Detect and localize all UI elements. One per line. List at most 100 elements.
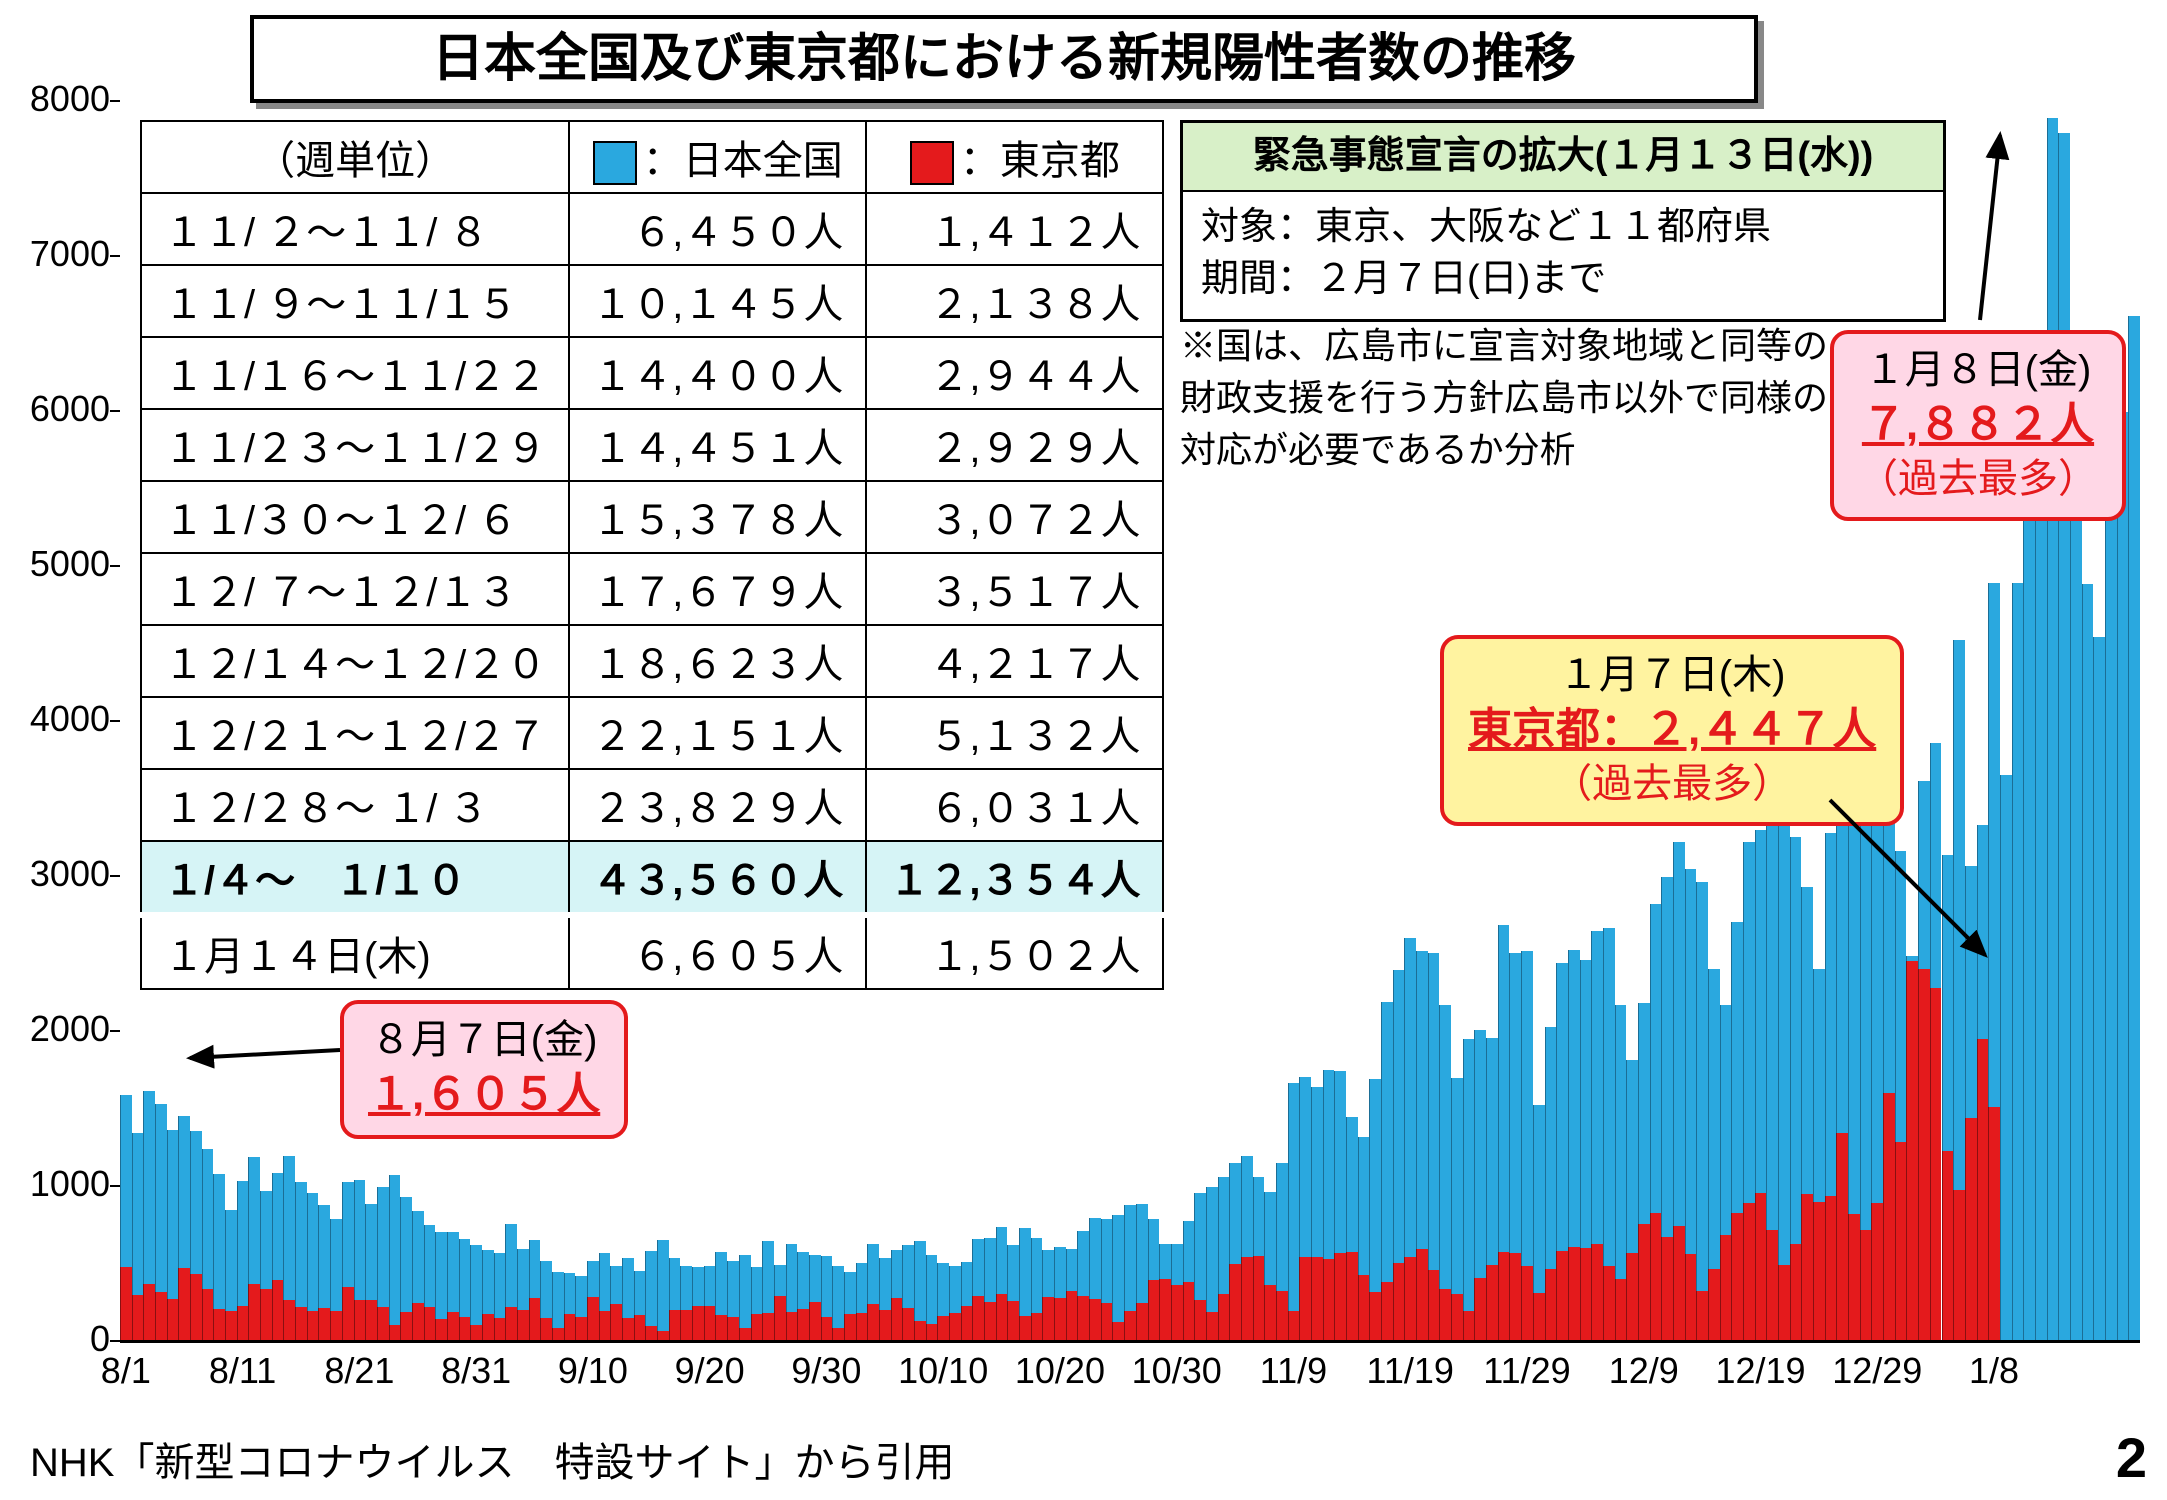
table-cell-period: １２/２８～ １/ ３: [141, 769, 569, 841]
y-tick: [110, 100, 120, 102]
bar-japan: [1778, 825, 1790, 1340]
source-attribution: NHK「新型コロナウイルス 特設サイト」から引用: [30, 1430, 954, 1488]
table-cell-japan: ４３,５６０人: [569, 841, 866, 915]
table-cell-tokyo: １,５０２人: [866, 915, 1163, 989]
bar-tokyo: [237, 1306, 249, 1340]
bar-tokyo: [704, 1306, 716, 1340]
callout-jan8-value: ７,８８２人: [1858, 396, 2098, 453]
x-tick-label: 11/29: [1483, 1350, 1570, 1392]
bar-tokyo: [1825, 1196, 1837, 1340]
bar-tokyo: [587, 1297, 599, 1340]
bar-tokyo: [552, 1328, 564, 1340]
bar-tokyo: [1066, 1291, 1078, 1340]
table-cell-period: １１/３０～１２/ ６: [141, 481, 569, 553]
bar-tokyo: [984, 1302, 996, 1340]
table-cell-tokyo: ４,２１７人: [866, 625, 1163, 697]
bar-japan: [2047, 118, 2059, 1340]
table-cell-japan: ２３,８２９人: [569, 769, 866, 841]
table-cell-period: １月１４日(木): [141, 915, 569, 989]
bar-tokyo: [1264, 1285, 1276, 1340]
footnote-text: ※国は、広島市に宣言対象地域と同等の財政支援を行う方針広島市以外で同様の対応が必…: [1180, 320, 1860, 477]
callout-arrow: [190, 1050, 340, 1058]
table-cell-period: １１/２３～１１/２９: [141, 409, 569, 481]
bar-tokyo: [1626, 1253, 1638, 1340]
bar-tokyo: [1977, 1039, 1989, 1340]
bar-tokyo: [1428, 1270, 1440, 1340]
table-row: １２/２８～ １/ ３２３,８２９人６,０３１人: [141, 769, 1163, 841]
bar-tokyo: [1439, 1289, 1451, 1340]
bar-tokyo: [248, 1284, 260, 1340]
bar-tokyo: [1638, 1224, 1650, 1340]
bar-tokyo: [1720, 1235, 1732, 1340]
bar-tokyo: [295, 1307, 307, 1340]
y-tick: [110, 410, 120, 412]
bar-tokyo: [1346, 1252, 1358, 1340]
x-tick-label: 11/9: [1260, 1350, 1327, 1392]
table-row: １月１４日(木)６,６０５人１,５０２人: [141, 915, 1163, 989]
bar-tokyo: [1988, 1107, 2000, 1340]
bar-japan: [2093, 637, 2105, 1340]
bar-tokyo: [669, 1310, 681, 1340]
bar-tokyo: [797, 1309, 809, 1340]
bar-tokyo: [1183, 1282, 1195, 1340]
bar-tokyo: [1918, 969, 1930, 1340]
bar-tokyo: [1661, 1237, 1673, 1340]
table-cell-japan: １０,１４５人: [569, 265, 866, 337]
y-tick: [110, 1030, 120, 1032]
table-cell-japan: ６,６０５人: [569, 915, 866, 989]
bar-tokyo: [272, 1280, 284, 1340]
table-row: １１/ ２～１１/ ８６,４５０人１,４１２人: [141, 193, 1163, 265]
bar-tokyo: [1906, 961, 1918, 1340]
bar-japan: [2035, 430, 2047, 1340]
table-cell-japan: １４,４００人: [569, 337, 866, 409]
bar-tokyo: [610, 1304, 622, 1340]
callout-jan7-date: １月７日(木): [1468, 649, 1876, 701]
table-cell-japan: １７,６７９人: [569, 553, 866, 625]
bar-tokyo: [879, 1310, 891, 1340]
bar-tokyo: [1007, 1301, 1019, 1340]
weekly-table: （週単位） ：日本全国 ：東京都 １１/ ２～１１/ ８６,４５０人１,４１２人…: [140, 120, 1164, 990]
bar-tokyo: [1731, 1213, 1743, 1340]
bar-tokyo: [937, 1316, 949, 1340]
bar-tokyo: [680, 1310, 692, 1340]
bar-tokyo: [447, 1312, 459, 1340]
bar-tokyo: [377, 1307, 389, 1340]
bar-tokyo: [167, 1299, 179, 1340]
x-tick-label: 10/20: [1015, 1350, 1105, 1392]
table-cell-period: １１/１６～１１/２２: [141, 337, 569, 409]
bar-tokyo: [1416, 1249, 1428, 1340]
table-cell-period: １２/ ７～１２/１３: [141, 553, 569, 625]
bar-tokyo: [715, 1315, 727, 1340]
callout-jan7-note: （過去最多）: [1468, 758, 1876, 810]
y-tick: [110, 1185, 120, 1187]
bar-tokyo: [1521, 1266, 1533, 1340]
bar-tokyo: [1568, 1247, 1580, 1340]
bar-tokyo: [213, 1309, 225, 1340]
bar-tokyo: [856, 1313, 868, 1340]
table-cell-tokyo: ２,９２９人: [866, 409, 1163, 481]
bar-tokyo: [1171, 1285, 1183, 1340]
bar-japan: [2117, 412, 2129, 1340]
bar-tokyo: [1883, 1093, 1895, 1340]
x-axis: [120, 1340, 2140, 1343]
bar-tokyo: [1054, 1298, 1066, 1340]
bar-tokyo: [1778, 1265, 1790, 1340]
bar-tokyo: [1474, 1278, 1486, 1340]
bar-tokyo: [1766, 1230, 1778, 1340]
bar-tokyo: [1393, 1263, 1405, 1341]
bar-tokyo: [1801, 1194, 1813, 1340]
bar-tokyo: [1288, 1311, 1300, 1340]
bar-japan: [2058, 133, 2070, 1340]
bar-japan: [2023, 409, 2035, 1340]
bar-tokyo: [1112, 1322, 1124, 1340]
table-cell-tokyo: ５,１３２人: [866, 697, 1163, 769]
table-row: １/４～ １/１０４３,５６０人１２,３５４人: [141, 841, 1163, 915]
bar-tokyo: [342, 1287, 354, 1340]
bar-tokyo: [622, 1318, 634, 1340]
bar-tokyo: [517, 1310, 529, 1340]
bar-tokyo: [1813, 1202, 1825, 1340]
bar-tokyo: [645, 1326, 657, 1340]
bar-tokyo: [914, 1321, 926, 1340]
bar-tokyo: [564, 1314, 576, 1340]
bar-tokyo: [821, 1317, 833, 1340]
